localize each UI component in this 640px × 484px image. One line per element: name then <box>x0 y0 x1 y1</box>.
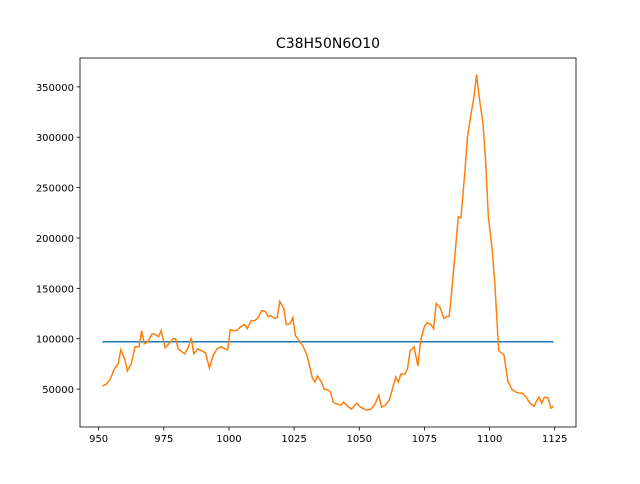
plot-frame <box>79 57 577 428</box>
y-tick-label: 150000 <box>36 284 74 295</box>
x-tick-label: 1000 <box>216 434 241 445</box>
x-tick-label: 1075 <box>412 434 437 445</box>
y-tick-label: 200000 <box>36 234 74 245</box>
chart-title: C38H50N6O10 <box>276 36 380 52</box>
x-tick-label: 1125 <box>542 434 567 445</box>
line <box>102 74 554 412</box>
y-tick-label: 250000 <box>36 184 74 195</box>
x-tick-label: 1025 <box>281 434 306 445</box>
y-tick-label: 50000 <box>42 385 74 396</box>
y-tick-label: 100000 <box>36 335 74 346</box>
x-tick-label: 950 <box>89 434 108 445</box>
y-tick-label: 300000 <box>36 133 74 144</box>
x-tick-label: 1050 <box>347 434 372 445</box>
x-tick-label: 975 <box>154 434 173 445</box>
x-tick-label: 1100 <box>477 434 502 445</box>
y-tick-label: 350000 <box>36 83 74 94</box>
